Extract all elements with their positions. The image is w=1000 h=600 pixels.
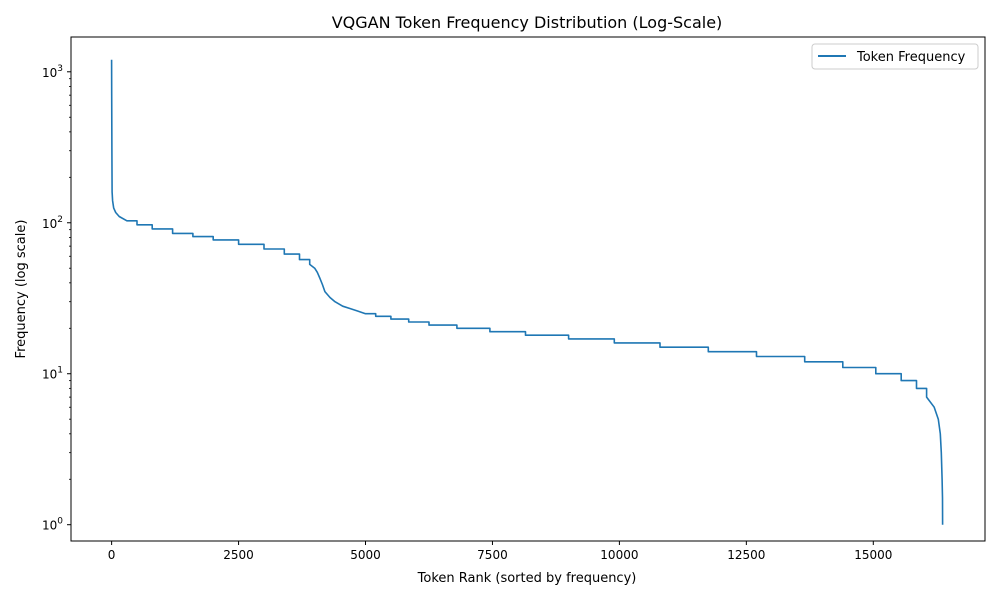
- x-tick-label: 5000: [350, 548, 381, 562]
- y-axis-label: Frequency (log scale): [14, 220, 29, 359]
- plot-area: 0 2500 5000 7500 10000 12500 15000 10010110210…: [42, 36, 986, 562]
- x-axis-label: Token Rank (sorted by frequency): [417, 571, 637, 586]
- x-tick-label: 15000: [854, 548, 892, 562]
- x-axis-ticks: 0 2500 5000 7500 10000 12500 15000: [108, 541, 892, 562]
- y-tick-label: 103: [42, 64, 63, 80]
- chart-title: VQGAN Token Frequency Distribution (Log-…: [332, 13, 723, 32]
- x-tick-label: 12500: [727, 548, 765, 562]
- series-line-token-frequency: [110, 59, 944, 525]
- y-axis-ticks: 100 101 102 103: [42, 64, 71, 533]
- legend-label-token-frequency: Token Frequency: [856, 50, 966, 65]
- x-tick-label: 2500: [223, 548, 254, 562]
- x-tick-label: 10000: [600, 548, 638, 562]
- legend-box: [811, 43, 979, 70]
- plot-frame: [70, 36, 986, 542]
- y-tick-label: 101: [42, 366, 63, 382]
- y-tick-label: 102: [42, 215, 63, 231]
- legend: Token Frequency: [811, 43, 979, 70]
- y-tick-label: 100: [42, 517, 63, 533]
- x-tick-label: 0: [108, 548, 116, 562]
- x-tick-label: 7500: [477, 548, 508, 562]
